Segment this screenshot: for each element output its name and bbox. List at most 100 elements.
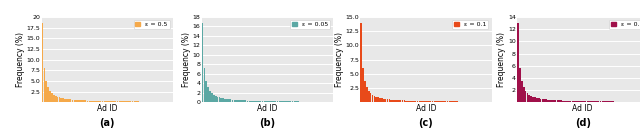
- X-axis label: Ad ID: Ad ID: [572, 104, 593, 113]
- Bar: [572, 101, 573, 102]
- Bar: [86, 100, 88, 102]
- Bar: [260, 101, 262, 102]
- Bar: [83, 100, 84, 102]
- Bar: [205, 81, 207, 102]
- Bar: [207, 87, 209, 102]
- Bar: [224, 99, 226, 102]
- Bar: [581, 101, 582, 102]
- Bar: [62, 98, 64, 102]
- Bar: [590, 101, 592, 102]
- Bar: [370, 93, 371, 102]
- Bar: [445, 101, 447, 102]
- Y-axis label: Frequency (%): Frequency (%): [497, 32, 506, 87]
- Bar: [204, 68, 205, 102]
- Bar: [239, 100, 241, 102]
- Bar: [604, 101, 605, 102]
- Bar: [362, 68, 364, 102]
- Bar: [232, 100, 234, 102]
- Bar: [419, 101, 420, 102]
- Bar: [215, 96, 216, 102]
- Bar: [428, 101, 429, 102]
- Bar: [211, 93, 212, 102]
- Bar: [74, 100, 76, 102]
- Bar: [243, 100, 244, 102]
- Bar: [383, 99, 385, 102]
- Bar: [439, 101, 441, 102]
- Bar: [273, 101, 275, 102]
- Bar: [66, 99, 68, 102]
- Bar: [559, 100, 560, 102]
- Bar: [222, 98, 224, 102]
- Bar: [430, 101, 431, 102]
- Bar: [264, 101, 265, 102]
- Bar: [417, 101, 419, 102]
- Bar: [234, 100, 236, 102]
- Bar: [108, 101, 109, 102]
- Bar: [594, 101, 596, 102]
- Bar: [549, 100, 551, 102]
- Bar: [248, 101, 250, 102]
- Bar: [579, 101, 580, 102]
- Bar: [596, 101, 598, 102]
- Bar: [577, 101, 579, 102]
- Bar: [228, 99, 230, 102]
- Bar: [258, 101, 260, 102]
- Bar: [394, 100, 396, 102]
- Bar: [45, 81, 47, 102]
- Bar: [364, 81, 366, 102]
- Bar: [407, 101, 409, 102]
- Bar: [126, 101, 128, 102]
- Bar: [236, 100, 237, 102]
- Bar: [282, 101, 284, 102]
- Bar: [575, 101, 577, 102]
- Bar: [118, 101, 120, 102]
- Bar: [241, 100, 243, 102]
- Bar: [587, 101, 588, 102]
- Y-axis label: Frequency (%): Frequency (%): [335, 32, 344, 87]
- Bar: [266, 101, 267, 102]
- Bar: [96, 101, 98, 102]
- Bar: [94, 101, 96, 102]
- Bar: [532, 97, 534, 102]
- Bar: [534, 97, 536, 102]
- Bar: [109, 101, 111, 102]
- Text: (b): (b): [259, 118, 275, 127]
- Bar: [104, 101, 105, 102]
- Bar: [561, 100, 562, 102]
- Bar: [72, 100, 74, 102]
- Bar: [116, 101, 118, 102]
- Bar: [551, 100, 552, 102]
- Bar: [79, 100, 81, 102]
- Bar: [271, 101, 273, 102]
- Bar: [404, 100, 405, 102]
- Bar: [106, 101, 107, 102]
- Bar: [562, 100, 564, 102]
- Bar: [220, 98, 222, 102]
- Bar: [426, 101, 428, 102]
- Bar: [607, 101, 609, 102]
- Text: (c): (c): [419, 118, 433, 127]
- Bar: [366, 87, 368, 102]
- Bar: [372, 94, 373, 102]
- Bar: [566, 101, 568, 102]
- Bar: [55, 96, 56, 102]
- X-axis label: Ad ID: Ad ID: [97, 104, 118, 113]
- Bar: [134, 101, 135, 102]
- Bar: [250, 101, 252, 102]
- Bar: [213, 94, 214, 102]
- Bar: [517, 23, 519, 102]
- Y-axis label: Frequency (%): Frequency (%): [16, 32, 25, 87]
- Bar: [288, 101, 289, 102]
- Bar: [435, 101, 437, 102]
- Bar: [390, 100, 392, 102]
- Bar: [51, 93, 52, 102]
- Bar: [120, 101, 122, 102]
- Bar: [540, 99, 541, 102]
- Bar: [396, 100, 397, 102]
- Bar: [415, 101, 417, 102]
- Bar: [553, 100, 554, 102]
- Bar: [130, 101, 131, 102]
- Bar: [92, 101, 94, 102]
- Bar: [392, 100, 394, 102]
- Bar: [115, 101, 116, 102]
